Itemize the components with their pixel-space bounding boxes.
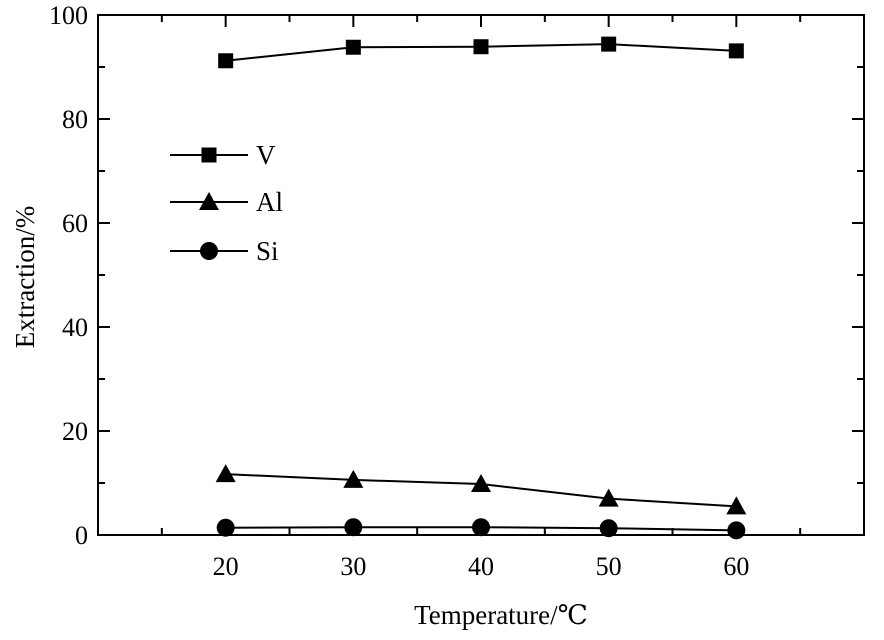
x-tick-label: 40	[468, 552, 494, 581]
axis-ticks	[98, 14, 864, 536]
plot-frame	[97, 14, 865, 536]
y-tick-label: 100	[49, 1, 88, 30]
data-point-si	[344, 518, 363, 537]
legend: V Al Si	[170, 140, 283, 266]
y-tick-label: 40	[62, 313, 88, 342]
y-axis-title: Extraction/%	[10, 206, 40, 348]
data-point-al	[343, 469, 364, 488]
x-tick-label: 20	[213, 552, 239, 581]
legend-marker-v	[201, 147, 217, 163]
legend-label-si: Si	[256, 236, 279, 266]
data-point-si	[727, 521, 746, 540]
data-point-si	[599, 519, 618, 538]
x-tick-label: 30	[340, 552, 366, 581]
legend-label-v: V	[256, 140, 276, 170]
data-point-al	[598, 488, 619, 507]
legend-marker-si	[200, 242, 218, 260]
x-tick-label: 60	[723, 552, 749, 581]
data-series	[215, 36, 747, 540]
legend-label-al: Al	[256, 187, 283, 217]
legend-marker-al	[199, 192, 219, 210]
y-tick-label: 20	[62, 417, 88, 446]
y-tick-label: 60	[62, 209, 88, 238]
data-point-al	[215, 464, 236, 483]
data-point-v	[473, 39, 489, 55]
y-tick-label: 0	[75, 521, 88, 550]
data-point-v	[345, 39, 361, 55]
data-point-si	[216, 518, 235, 537]
data-point-al	[471, 474, 491, 493]
plot-area	[97, 14, 865, 536]
data-point-si	[472, 518, 490, 537]
data-point-v	[218, 53, 234, 69]
y-tick-label: 80	[62, 105, 88, 134]
x-tick-label: 50	[596, 552, 622, 581]
data-point-v	[728, 43, 744, 59]
data-point-v	[601, 36, 617, 52]
x-axis-title: Temperature/℃	[414, 600, 588, 630]
data-point-al	[726, 496, 747, 515]
axis-tick-labels: 0 20 40 60 80 100 20 30 40 50 60	[49, 1, 749, 581]
